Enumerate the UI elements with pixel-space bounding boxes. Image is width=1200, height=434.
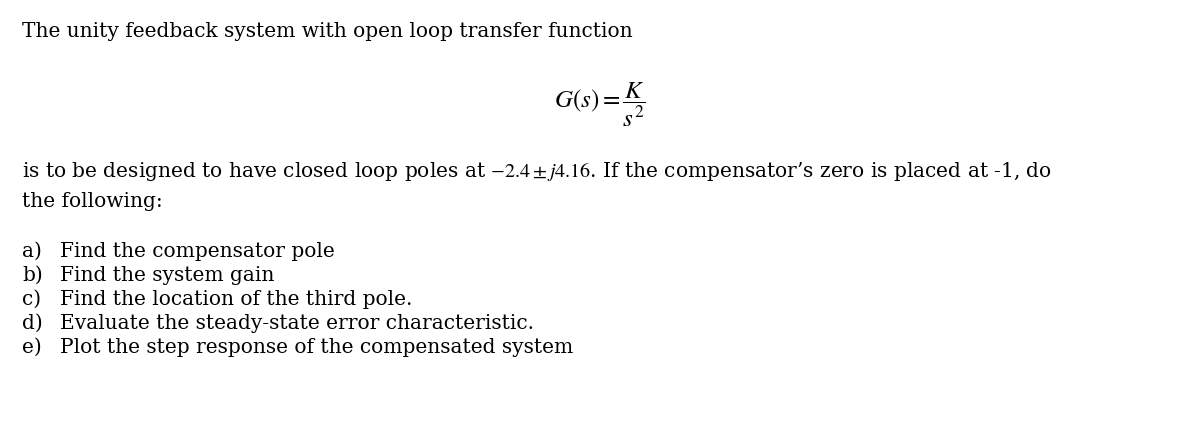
- Text: The unity feedback system with open loop transfer function: The unity feedback system with open loop…: [22, 22, 632, 41]
- Text: b): b): [22, 265, 43, 284]
- Text: c): c): [22, 289, 41, 308]
- Text: Evaluate the steady-state error characteristic.: Evaluate the steady-state error characte…: [60, 313, 534, 332]
- Text: Find the location of the third pole.: Find the location of the third pole.: [60, 289, 413, 308]
- Text: Plot the step response of the compensated system: Plot the step response of the compensate…: [60, 337, 574, 356]
- Text: $G(s) = \dfrac{K}{s^2}$: $G(s) = \dfrac{K}{s^2}$: [554, 80, 646, 128]
- Text: is to be designed to have closed loop poles at $-2.4 \pm j4.16$. If the compensa: is to be designed to have closed loop po…: [22, 160, 1052, 183]
- Text: d): d): [22, 313, 43, 332]
- Text: a): a): [22, 241, 42, 260]
- Text: the following:: the following:: [22, 191, 163, 210]
- Text: e): e): [22, 337, 42, 356]
- Text: Find the compensator pole: Find the compensator pole: [60, 241, 335, 260]
- Text: Find the system gain: Find the system gain: [60, 265, 275, 284]
